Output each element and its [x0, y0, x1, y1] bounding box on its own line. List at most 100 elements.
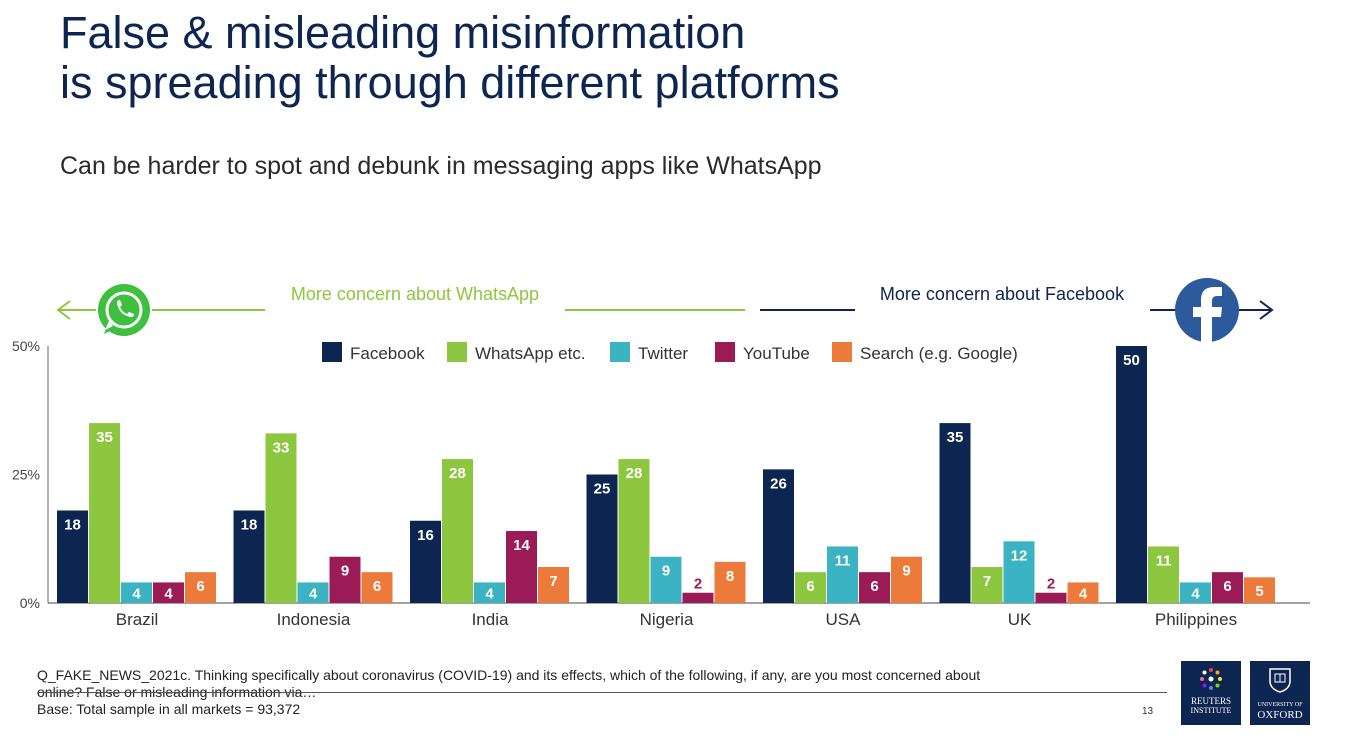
legend-swatch [715, 342, 735, 362]
bar [763, 469, 794, 603]
bar [121, 582, 152, 603]
bar-value-label: 14 [513, 537, 530, 554]
bar-value-label: 4 [1079, 586, 1088, 603]
x-tick-label: Nigeria [640, 610, 694, 629]
title-line-2: is spreading through different platforms [60, 57, 840, 108]
slide-title: False & misleading misinformation is spr… [60, 8, 1160, 108]
oxford-logo-line-2: OXFORD [1257, 709, 1303, 721]
page-number: 13 [1142, 706, 1154, 717]
bar-value-label: 35 [947, 429, 964, 446]
bar [1212, 572, 1243, 603]
bar [1035, 592, 1067, 603]
bar-value-label: 9 [662, 563, 670, 580]
x-tick-label: India [472, 610, 509, 629]
oxford-crest-icon [1269, 668, 1291, 693]
bar-value-label: 26 [770, 475, 787, 492]
bar-value-label: 7 [983, 573, 991, 590]
oxford-logo-line-1: UNIVERSITY OF [1257, 702, 1303, 708]
legend-label: WhatsApp etc. [475, 344, 586, 363]
bar [1067, 582, 1099, 603]
bar-value-label: 50 [1123, 352, 1140, 369]
x-tick-label: UK [1008, 610, 1032, 629]
x-tick-label: Philippines [1155, 610, 1237, 629]
bar-value-label: 16 [417, 527, 434, 544]
banner-left: More concern about WhatsApp [56, 282, 745, 338]
bar-value-label: 5 [1255, 583, 1263, 600]
bar [1180, 582, 1211, 603]
reuters-logo-line-2: INSTITUTE [1190, 706, 1232, 715]
bar [538, 567, 569, 603]
slide-subtitle: Can be harder to spot and debunk in mess… [60, 152, 822, 180]
bar [361, 572, 393, 603]
facebook-icon [1175, 278, 1239, 342]
banner-left-label-bg [265, 298, 565, 322]
bar-value-label: 4 [132, 586, 141, 603]
bar [714, 561, 746, 603]
bar-value-label: 11 [1156, 552, 1172, 569]
legend-label: Search (e.g. Google) [860, 344, 1018, 363]
banner-left-label: More concern about WhatsApp [291, 284, 539, 304]
bar [939, 423, 971, 603]
bar-value-label: 12 [1011, 547, 1028, 564]
bar-value-label: 6 [373, 578, 381, 595]
bar-value-label: 6 [806, 578, 814, 595]
bar [618, 459, 650, 603]
bar-value-label: 9 [341, 563, 349, 580]
y-tick-label: 25% [12, 467, 40, 483]
oxford-logo: UNIVERSITY OF OXFORD [1250, 661, 1310, 725]
whatsapp-icon [96, 282, 152, 338]
bar [442, 459, 473, 603]
banner-right-label: More concern about Facebook [880, 284, 1125, 304]
bar [1003, 541, 1035, 603]
bar [265, 433, 297, 603]
bar [474, 582, 505, 603]
bar-value-label: 6 [1223, 578, 1231, 595]
bar-value-label: 18 [64, 516, 81, 533]
bar [1116, 346, 1147, 603]
bar-value-label: 33 [273, 439, 290, 456]
bar-value-label: 28 [449, 465, 466, 482]
legend-swatch [832, 342, 852, 362]
y-tick-label: 50% [12, 338, 40, 354]
bar-value-label: 2 [694, 576, 702, 593]
x-tick-label: Brazil [116, 610, 159, 629]
bar [859, 572, 890, 603]
banner-right-label-bg [855, 298, 1150, 322]
bar [410, 520, 441, 603]
bar [795, 572, 826, 603]
y-tick-labels: 0% 25% 50% [12, 338, 40, 611]
bar-value-label: 11 [835, 552, 851, 569]
x-tick-label: USA [826, 610, 862, 629]
bar-value-label: 35 [96, 429, 113, 446]
bar-value-label: 6 [870, 578, 878, 595]
bar [1244, 577, 1275, 603]
bar-value-label: 4 [164, 586, 173, 603]
bar [329, 556, 361, 603]
reuters-logo-line-1: REUTERS [1190, 696, 1231, 706]
bar-value-label: 18 [241, 516, 258, 533]
bar-value-label: 9 [902, 563, 910, 580]
legend-label: Facebook [350, 344, 425, 363]
bar [891, 556, 922, 603]
bar-value-label: 8 [726, 568, 734, 585]
bar [971, 567, 1003, 603]
bar-value-label: 4 [1191, 586, 1200, 603]
legend-swatch [322, 342, 342, 362]
legend-label: Twitter [638, 344, 688, 363]
reuters-institute-logo: REUTERS INSTITUTE [1181, 661, 1241, 725]
footer-divider [37, 692, 1167, 693]
title-line-1: False & misleading misinformation [60, 7, 746, 58]
bar-value-label: 28 [626, 465, 643, 482]
footnote-question-line-1: Q_FAKE_NEWS_2021c. Thinking specifically… [37, 667, 981, 683]
x-tick-label: Indonesia [277, 610, 351, 629]
bar [153, 582, 184, 603]
bar [586, 474, 618, 603]
bar [506, 531, 537, 603]
x-tick-labels: Brazil Indonesia India Nigeria USA UK Philippi… [116, 610, 1237, 629]
bar [297, 582, 329, 603]
bar [89, 423, 120, 603]
bar [650, 556, 682, 603]
footnote-base: Base: Total sample in all markets = 93,3… [37, 701, 301, 717]
bar [1148, 546, 1179, 603]
